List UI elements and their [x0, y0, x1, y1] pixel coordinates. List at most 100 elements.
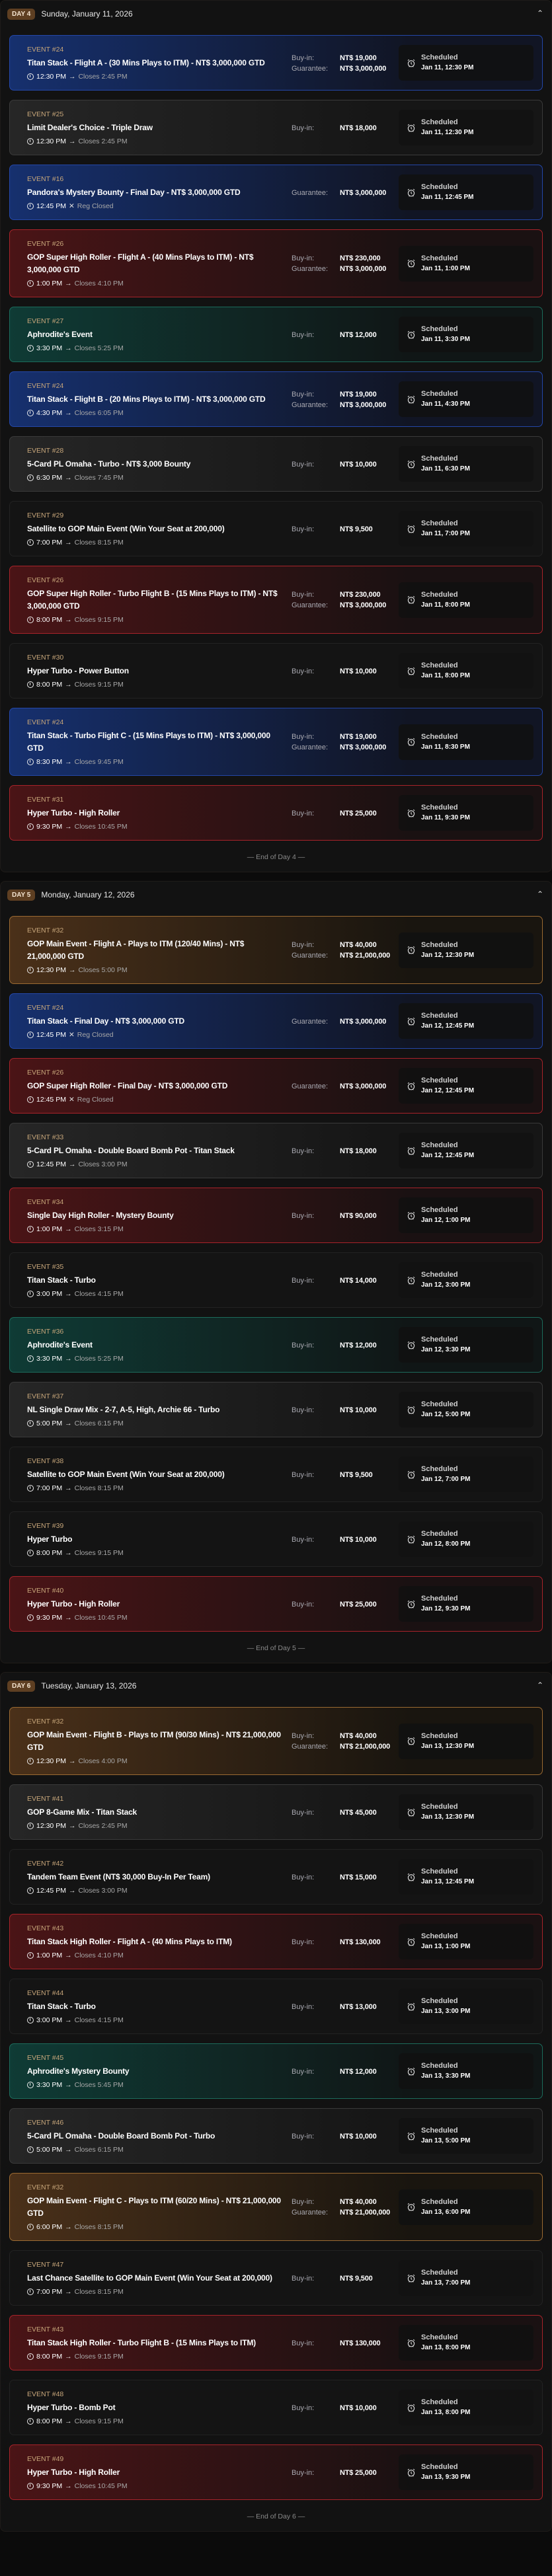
start-time: 8:00 PM [36, 2353, 63, 2361]
event-card[interactable]: EVENT #38 Satellite to GOP Main Event (W… [9, 1447, 543, 1502]
arrow-right-icon: → [65, 1355, 72, 1363]
event-time: 3:00 PM → Closes 4:15 PM [27, 2015, 284, 2026]
event-card[interactable]: EVENT #26 GOP Super High Roller - Final … [9, 1058, 543, 1114]
event-card[interactable]: EVENT #44 Titan Stack - Turbo 3:00 PM → … [9, 1979, 543, 2034]
event-card[interactable]: EVENT #34 Single Day High Roller - Myste… [9, 1188, 543, 1243]
event-card[interactable]: EVENT #26 GOP Super High Roller - Flight… [9, 229, 543, 297]
buyin-row: Buy-in: NT$ 10,000 [292, 666, 408, 677]
scheduled-time: Jan 12, 9:30 PM [421, 1605, 471, 1612]
event-card[interactable]: EVENT #16 Pandora's Mystery Bounty - Fin… [9, 165, 543, 220]
day-header[interactable]: DAY 4 Sunday, January 11, 2026 ⌃ [1, 1, 551, 27]
day-header[interactable]: DAY 6 Tuesday, January 13, 2026 ⌃ [1, 1673, 551, 1699]
event-card[interactable]: EVENT #30 Hyper Turbo - Power Button 8:0… [9, 643, 543, 699]
buyin-row: Buy-in: NT$ 9,500 [292, 524, 408, 535]
event-card[interactable]: EVENT #26 GOP Super High Roller - Turbo … [9, 566, 543, 634]
event-card[interactable]: EVENT #46 5-Card PL Omaha - Double Board… [9, 2108, 543, 2164]
event-card[interactable]: EVENT #42 Tandem Team Event (NT$ 30,000 … [9, 1849, 543, 1905]
event-title: Hyper Turbo - High Roller [27, 808, 120, 817]
buyin-row: Buy-in: NT$ 12,000 [292, 1340, 408, 1351]
event-card[interactable]: EVENT #35 Titan Stack - Turbo 3:00 PM → … [9, 1252, 543, 1308]
alarm-clock-icon [407, 2274, 415, 2283]
scheduled-time: Jan 13, 3:30 PM [421, 2072, 471, 2080]
close-time: Closes 4:10 PM [74, 1951, 124, 1959]
status-box: Scheduled Jan 12, 9:30 PM [399, 1586, 533, 1622]
scheduled-time: Jan 11, 8:00 PM [421, 672, 470, 679]
event-prices: Buy-in: NT$ 9,500 [292, 1470, 408, 1480]
clock-icon [27, 410, 34, 416]
event-card[interactable]: EVENT #24 Titan Stack - Final Day - NT$ … [9, 993, 543, 1049]
buyin-value: NT$ 130,000 [340, 1938, 381, 1946]
event-card[interactable]: EVENT #24 Titan Stack - Flight B - (20 M… [9, 371, 543, 427]
event-card[interactable]: EVENT #47 Last Chance Satellite to GOP M… [9, 2250, 543, 2306]
status-box: Scheduled Jan 13, 8:00 PM [399, 2325, 533, 2361]
event-card[interactable]: EVENT #32 GOP Main Event - Flight C - Pl… [9, 2173, 543, 2241]
status-box: Scheduled Jan 12, 7:00 PM [399, 1457, 533, 1492]
event-title: Satellite to GOP Main Event (Win Your Se… [27, 1470, 225, 1479]
day-header[interactable]: DAY 5 Monday, January 12, 2026 ⌃ [1, 882, 551, 908]
scheduled-time: Jan 13, 3:00 PM [421, 2008, 471, 2015]
event-card[interactable]: EVENT #37 NL Single Draw Mix - 2-7, A-5,… [9, 1382, 543, 1437]
event-prices: Buy-in: NT$ 10,000 [292, 1534, 408, 1545]
buyin-value: NT$ 230,000 [340, 254, 381, 262]
chevron-up-icon[interactable]: ⌃ [536, 9, 544, 18]
scheduled-time: Jan 11, 4:30 PM [421, 400, 470, 408]
event-number: EVENT #26 [27, 240, 64, 248]
event-time: 3:30 PM → Closes 5:25 PM [27, 343, 284, 354]
alarm-clock-icon [407, 124, 415, 132]
status-label: Scheduled [421, 662, 458, 669]
status-label: Scheduled [421, 1868, 458, 1875]
event-number: EVENT #29 [27, 511, 64, 519]
event-number: EVENT #48 [27, 2390, 64, 2398]
event-card[interactable]: EVENT #33 5-Card PL Omaha - Double Board… [9, 1123, 543, 1178]
start-time: 3:00 PM [36, 1290, 63, 1298]
event-card[interactable]: EVENT #43 Titan Stack High Roller - Flig… [9, 1914, 543, 1969]
arrow-right-icon: → [65, 2223, 72, 2231]
event-title: GOP Main Event - Flight A - Plays to ITM… [27, 939, 245, 961]
scheduled-time: Jan 11, 12:45 PM [421, 194, 474, 201]
event-card[interactable]: EVENT #45 Aphrodite's Mystery Bounty 3:3… [9, 2043, 543, 2099]
start-time: 7:00 PM [36, 1484, 63, 1492]
buyin-row: Buy-in: NT$ 25,000 [292, 2468, 408, 2478]
start-time: 8:30 PM [36, 758, 63, 766]
event-card[interactable]: EVENT #28 5-Card PL Omaha - Turbo - NT$ … [9, 436, 543, 492]
arrow-right-icon: → [65, 1484, 72, 1492]
event-card[interactable]: EVENT #31 Hyper Turbo - High Roller 9:30… [9, 785, 543, 841]
event-time: 12:45 PM ✕ Reg Closed [27, 201, 284, 211]
arrow-right-icon: → [65, 1549, 72, 1557]
event-time: 8:00 PM → Closes 9:15 PM [27, 2416, 284, 2427]
event-card[interactable]: EVENT #40 Hyper Turbo - High Roller 9:30… [9, 1576, 543, 1632]
event-prices: Buy-in: NT$ 12,000 [292, 330, 408, 340]
buyin-label: Buy-in: [292, 2198, 315, 2206]
chevron-up-icon[interactable]: ⌃ [536, 1681, 544, 1690]
event-card[interactable]: EVENT #24 Titan Stack - Turbo Flight C -… [9, 708, 543, 776]
event-card[interactable]: EVENT #48 Hyper Turbo - Bomb Pot 8:00 PM… [9, 2380, 543, 2435]
guarantee-label: Guarantee: [292, 2209, 329, 2216]
event-card[interactable]: EVENT #39 Hyper Turbo 8:00 PM → Closes 9… [9, 1511, 543, 1567]
start-time: 8:00 PM [36, 681, 63, 689]
event-number: EVENT #35 [27, 1263, 64, 1271]
event-card[interactable]: EVENT #25 Limit Dealer's Choice - Triple… [9, 100, 543, 155]
event-title: Titan Stack High Roller - Turbo Flight B… [27, 2338, 256, 2347]
close-time: Closes 5:45 PM [74, 2081, 124, 2089]
close-time: Closes 8:15 PM [74, 2223, 124, 2231]
arrow-right-icon: → [65, 280, 72, 287]
event-card[interactable]: EVENT #32 GOP Main Event - Flight A - Pl… [9, 916, 543, 984]
event-card[interactable]: EVENT #27 Aphrodite's Event 3:30 PM → Cl… [9, 307, 543, 362]
clock-icon [27, 1758, 34, 1764]
status-box: Scheduled Jan 13, 12:30 PM [399, 1723, 533, 1759]
alarm-clock-icon [407, 667, 415, 675]
event-card[interactable]: EVENT #49 Hyper Turbo - High Roller 9:30… [9, 2444, 543, 2500]
event-card[interactable]: EVENT #29 Satellite to GOP Main Event (W… [9, 501, 543, 556]
chevron-up-icon[interactable]: ⌃ [536, 890, 544, 899]
event-card[interactable]: EVENT #43 Titan Stack High Roller - Turb… [9, 2315, 543, 2370]
status-box: Scheduled Jan 11, 7:00 PM [399, 511, 533, 547]
buyin-value: NT$ 9,500 [340, 525, 373, 533]
close-time: Closes 4:15 PM [74, 1290, 124, 1298]
status-label: Scheduled [421, 732, 458, 741]
event-card[interactable]: EVENT #36 Aphrodite's Event 3:30 PM → Cl… [9, 1317, 543, 1373]
buyin-value: NT$ 25,000 [340, 2468, 377, 2477]
event-prices: Buy-in: NT$ 18,000 [292, 123, 408, 133]
event-card[interactable]: EVENT #24 Titan Stack - Flight A - (30 M… [9, 35, 543, 91]
event-card[interactable]: EVENT #32 GOP Main Event - Flight B - Pl… [9, 1707, 543, 1775]
event-card[interactable]: EVENT #41 GOP 8-Game Mix - Titan Stack 1… [9, 1784, 543, 1840]
